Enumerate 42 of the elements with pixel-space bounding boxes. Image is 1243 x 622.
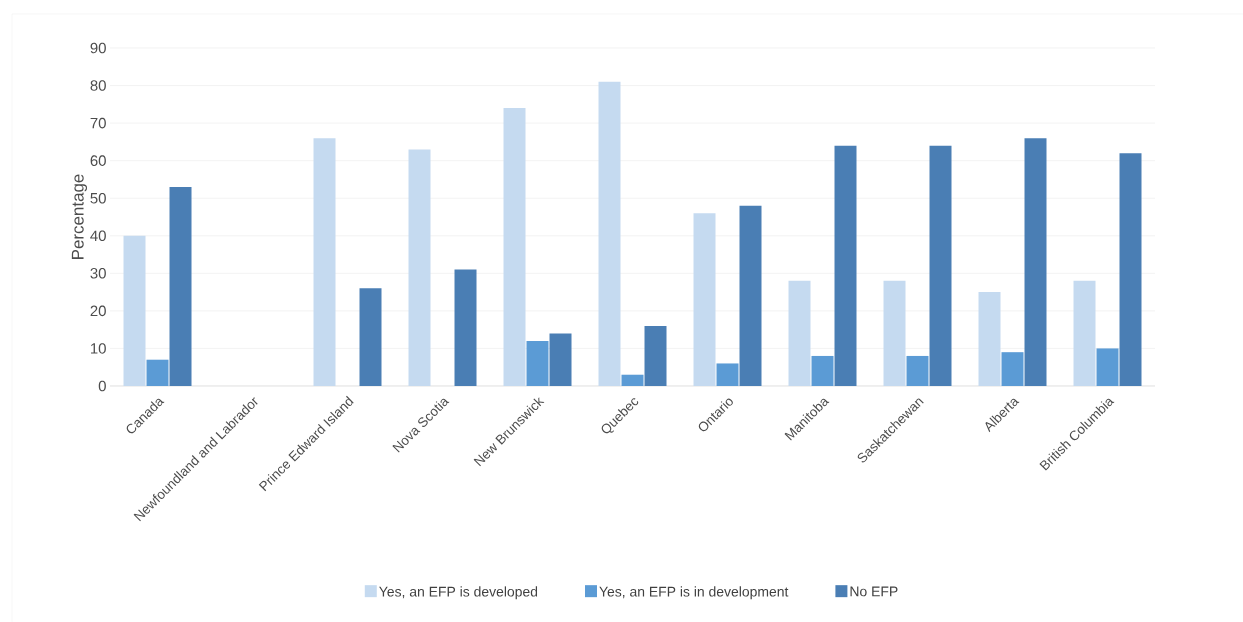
bar — [811, 355, 834, 386]
bar — [359, 288, 382, 386]
bar — [169, 186, 192, 386]
bar — [123, 235, 146, 386]
bar — [978, 292, 1001, 386]
legend-label: Yes, an EFP is developed — [379, 586, 538, 600]
bar — [408, 149, 431, 386]
legend-label: Yes, an EFP is in development — [599, 586, 789, 600]
bar — [454, 269, 477, 386]
y-axis-title: Percentage — [71, 174, 88, 259]
bar — [693, 213, 716, 386]
bar — [503, 108, 526, 386]
bar — [929, 145, 952, 386]
y-tick-label: 20 — [90, 305, 106, 317]
bar — [1001, 352, 1024, 386]
y-tick-label: 60 — [90, 155, 106, 166]
bar — [1073, 280, 1096, 386]
y-tick-label: 30 — [90, 268, 106, 279]
y-tick-label: 10 — [91, 343, 106, 354]
bar — [1096, 348, 1119, 386]
bar — [526, 340, 549, 386]
bar — [598, 81, 621, 386]
bar — [716, 363, 739, 386]
y-tick-label: 40 — [90, 230, 106, 242]
y-tick-label: 90 — [90, 42, 106, 54]
y-tick-label: 70 — [90, 117, 106, 129]
bar — [1119, 153, 1142, 386]
bar — [313, 138, 336, 386]
bar — [834, 145, 857, 386]
y-tick-label: 0 — [98, 380, 106, 392]
bar — [549, 333, 572, 386]
bar — [1024, 138, 1047, 386]
legend-label: No EFP — [850, 586, 898, 597]
bar — [739, 205, 762, 386]
y-tick-label: 80 — [90, 80, 106, 91]
bar — [644, 325, 667, 386]
bar — [906, 355, 929, 386]
bar — [621, 374, 644, 386]
bar — [146, 359, 169, 386]
bar — [883, 280, 906, 386]
bar — [788, 280, 811, 386]
y-tick-label: 50 — [90, 192, 106, 204]
